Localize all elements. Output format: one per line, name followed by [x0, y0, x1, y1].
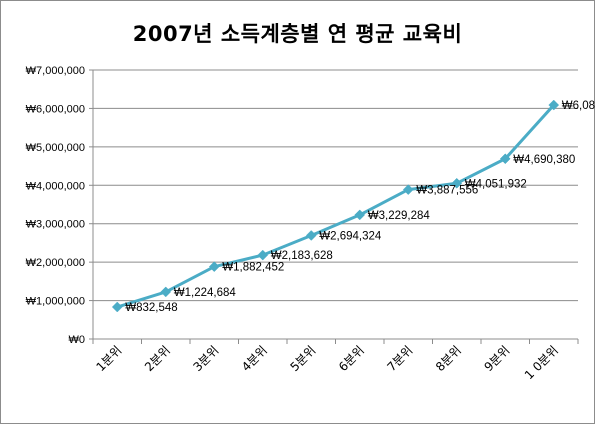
data-point-marker [257, 249, 269, 261]
data-point-marker [548, 99, 560, 111]
x-tick-label: 1분위 [93, 343, 124, 374]
y-tick-label: ₩1,000,000 [26, 296, 85, 308]
data-label: ₩832,548 [125, 302, 177, 314]
x-tick-label: 2분위 [142, 343, 173, 374]
y-tick-label: ₩0 [69, 334, 86, 346]
data-label: ₩2,694,324 [319, 230, 382, 242]
x-tick-label: 6분위 [336, 343, 367, 374]
data-label: ₩3,887,556 [416, 185, 478, 197]
x-tick-label: 4분위 [239, 343, 270, 374]
data-label: ₩1,224,684 [174, 287, 237, 299]
x-tick-label: 3분위 [190, 343, 221, 374]
data-point-marker [208, 261, 220, 273]
y-tick-label: ₩2,000,000 [26, 257, 85, 269]
chart-title: 2007년 소득계층별 연 평균 교육비 [132, 22, 463, 46]
axes [89, 69, 579, 344]
x-tick-label: 1 0분위 [522, 343, 561, 382]
x-tick-labels: 1분위 2분위 3분위 4분위 5분위 6분위 7분위 8분위 9분위 1 0분위 [93, 343, 560, 382]
data-point-marker [451, 177, 463, 189]
x-tick-label: 8분위 [433, 343, 464, 374]
data-label: ₩1,882,452 [222, 262, 284, 274]
series-line [116, 104, 555, 309]
markers [111, 99, 560, 313]
x-tick-label: 7분위 [384, 343, 415, 374]
data-point-marker [160, 286, 172, 298]
data-point-marker [111, 301, 123, 313]
y-tick-label: ₩4,000,000 [26, 180, 85, 192]
data-label: ₩4,690,380 [513, 154, 575, 166]
y-tick-label: ₩3,000,000 [26, 219, 85, 231]
data-label: ₩2,183,628 [271, 250, 333, 262]
data-point-marker [402, 184, 414, 195]
y-tick-labels: ₩0 ₩1,000,000 ₩2,000,000 ₩3,000,000 ₩4,000,0… [26, 65, 85, 346]
y-tick-label: ₩5,000,000 [26, 142, 85, 154]
data-label: ₩6,087,732 [562, 100, 595, 112]
data-point-marker [499, 153, 511, 165]
y-tick-label: ₩6,000,000 [26, 103, 85, 115]
data-point-marker [354, 209, 366, 221]
x-tick-label: 5분위 [287, 343, 318, 374]
x-tick-label: 9분위 [481, 343, 512, 374]
data-label: ₩4,051,932 [465, 178, 527, 190]
data-label: ₩3,229,284 [368, 210, 431, 222]
y-tick-label: ₩7,000,000 [26, 65, 85, 77]
series [116, 104, 555, 309]
data-labels: ₩832,548 ₩1,224,684 ₩1,882,452₩2,183,628 ₩2… [125, 100, 595, 314]
data-point-marker [305, 230, 317, 241]
